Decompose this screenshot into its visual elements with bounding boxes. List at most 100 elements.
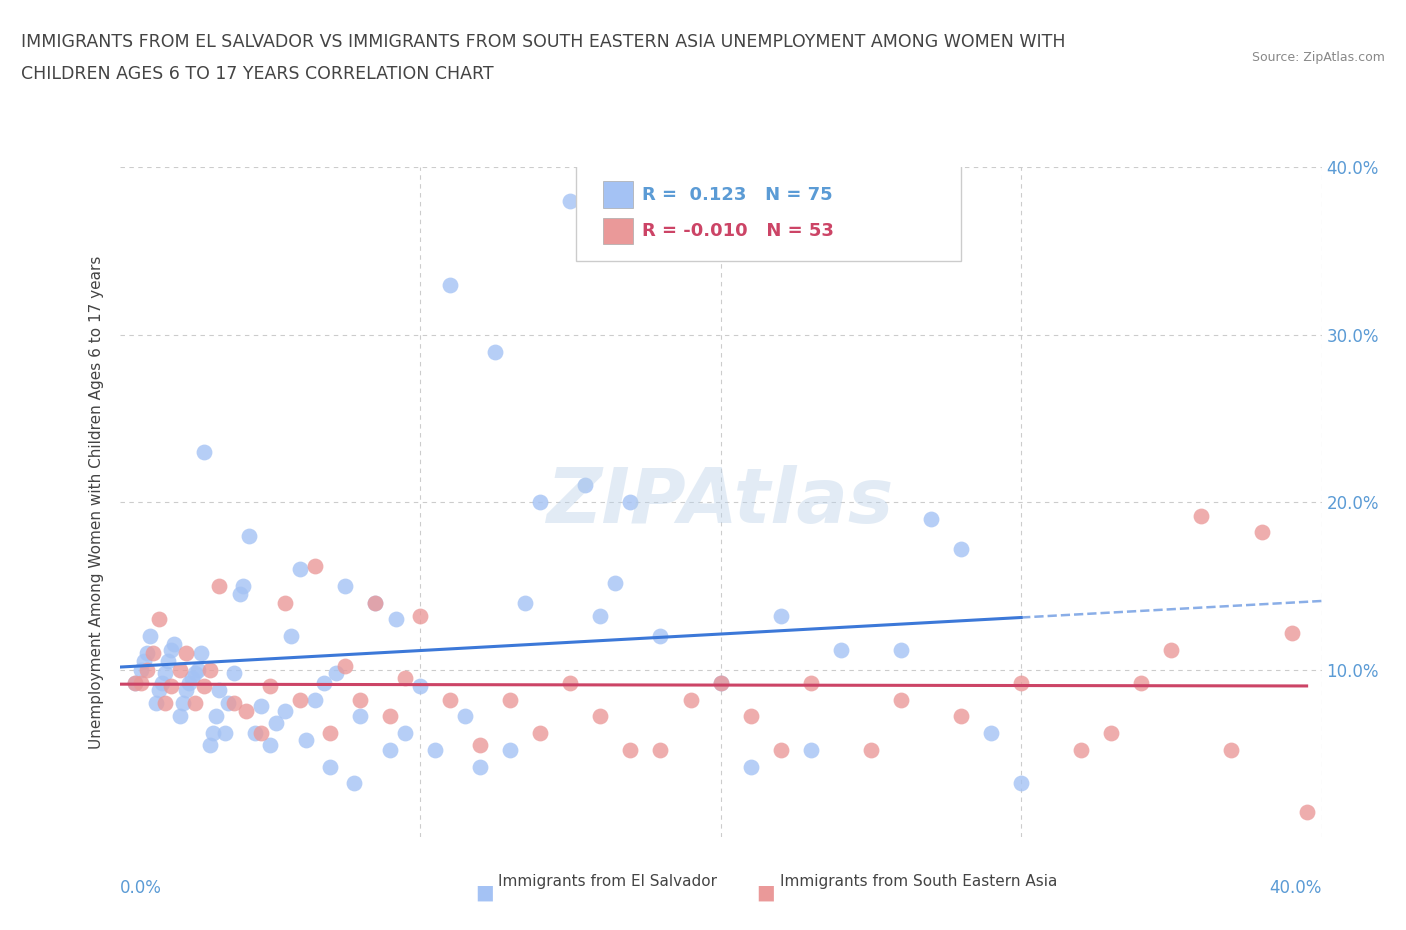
Point: [183, 696, 205, 711]
Point: [156, 654, 179, 669]
FancyBboxPatch shape: [603, 218, 633, 245]
FancyBboxPatch shape: [603, 181, 633, 208]
Point: [150, 675, 173, 690]
Point: [249, 725, 271, 740]
Point: [1160, 642, 1182, 657]
Point: [198, 662, 221, 677]
Point: [319, 725, 342, 740]
Point: [679, 692, 702, 707]
Point: [769, 742, 792, 757]
Point: [259, 737, 281, 752]
Point: [159, 642, 181, 657]
Point: [468, 759, 492, 774]
Point: [333, 658, 356, 673]
Text: Immigrants from South Eastern Asia: Immigrants from South Eastern Asia: [779, 874, 1057, 889]
Point: [264, 716, 287, 731]
Point: [499, 742, 522, 757]
Point: [589, 608, 612, 623]
Point: [259, 679, 281, 694]
Point: [800, 675, 823, 690]
Point: [312, 675, 335, 690]
Point: [560, 675, 582, 690]
Text: Source: ZipAtlas.com: Source: ZipAtlas.com: [1251, 51, 1385, 64]
Point: [162, 637, 184, 652]
Point: [295, 733, 318, 748]
Point: [148, 683, 170, 698]
Point: [222, 696, 245, 711]
Point: [159, 679, 181, 694]
Point: [619, 495, 641, 510]
Point: [1220, 742, 1243, 757]
Point: [235, 704, 257, 719]
Point: [177, 675, 200, 690]
Point: [830, 642, 852, 657]
Point: [204, 709, 226, 724]
Point: [187, 662, 209, 677]
Point: [238, 528, 260, 543]
Point: [172, 696, 194, 711]
Point: [529, 495, 551, 510]
Point: [364, 595, 387, 610]
Text: Immigrants from El Salvador: Immigrants from El Salvador: [498, 874, 717, 889]
Point: [174, 645, 197, 660]
Point: [132, 654, 155, 669]
Point: [190, 645, 212, 660]
Point: [304, 558, 326, 573]
Point: [243, 725, 266, 740]
Point: [468, 737, 492, 752]
Point: [129, 662, 152, 677]
Point: [349, 692, 371, 707]
Point: [274, 704, 297, 719]
Point: [304, 692, 326, 707]
Point: [222, 666, 245, 681]
Point: [920, 512, 942, 526]
Point: [574, 478, 596, 493]
Text: ▪: ▪: [756, 879, 776, 908]
Point: [183, 666, 205, 681]
Point: [484, 344, 506, 359]
Point: [423, 742, 446, 757]
Point: [214, 725, 236, 740]
Point: [378, 709, 401, 724]
Point: [208, 683, 231, 698]
Point: [193, 679, 215, 694]
Point: [800, 742, 823, 757]
Point: [249, 699, 271, 714]
Point: [280, 629, 302, 644]
Point: [169, 662, 191, 677]
Point: [364, 595, 387, 610]
Text: ZIPAtlas: ZIPAtlas: [547, 465, 894, 539]
Point: [193, 445, 215, 459]
Point: [228, 587, 252, 602]
Point: [950, 541, 973, 556]
Y-axis label: Unemployment Among Women with Children Ages 6 to 17 years: Unemployment Among Women with Children A…: [89, 256, 104, 749]
Point: [378, 742, 401, 757]
Point: [769, 608, 792, 623]
Text: 0.0%: 0.0%: [120, 879, 162, 897]
Point: [859, 742, 882, 757]
Point: [890, 642, 912, 657]
Point: [1010, 675, 1032, 690]
Point: [1281, 625, 1303, 640]
Point: [1189, 508, 1212, 523]
Text: 40.0%: 40.0%: [1270, 879, 1322, 897]
Point: [124, 675, 146, 690]
Point: [124, 675, 146, 690]
Point: [153, 696, 176, 711]
Point: [1010, 776, 1032, 790]
Point: [201, 725, 224, 740]
Text: R = -0.010   N = 53: R = -0.010 N = 53: [643, 222, 834, 240]
Text: IMMIGRANTS FROM EL SALVADOR VS IMMIGRANTS FROM SOUTH EASTERN ASIA UNEMPLOYMENT A: IMMIGRANTS FROM EL SALVADOR VS IMMIGRANT…: [21, 33, 1066, 50]
Point: [145, 696, 167, 711]
Point: [980, 725, 1002, 740]
Point: [740, 709, 762, 724]
Text: CHILDREN AGES 6 TO 17 YEARS CORRELATION CHART: CHILDREN AGES 6 TO 17 YEARS CORRELATION …: [21, 65, 494, 83]
Point: [619, 742, 641, 757]
Point: [180, 671, 202, 685]
Point: [1295, 804, 1317, 819]
Point: [217, 696, 239, 711]
Point: [709, 675, 731, 690]
Point: [740, 759, 762, 774]
Point: [169, 709, 191, 724]
Point: [394, 725, 416, 740]
